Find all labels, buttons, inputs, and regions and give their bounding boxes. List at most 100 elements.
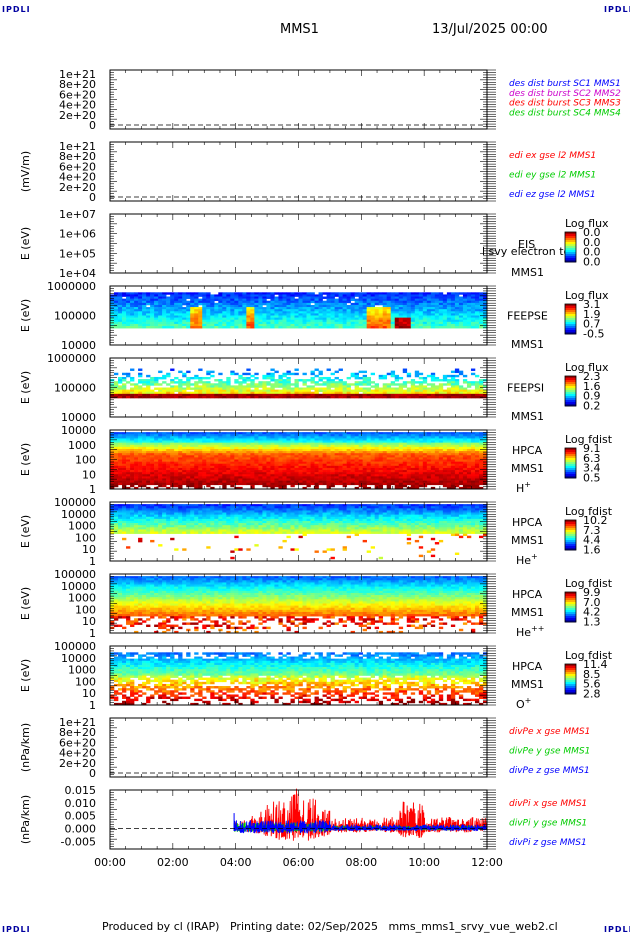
- hpca-h-heatmap-cell: [178, 438, 183, 441]
- hpca-h-heatmap-cell: [362, 438, 367, 441]
- feeps-i-heatmap-cell: [410, 385, 416, 388]
- hpca-h-heatmap-cell: [378, 486, 384, 490]
- hpca-h-heatmap-cell: [126, 474, 131, 477]
- feeps-i-heatmap-cell: [118, 381, 123, 384]
- hpca-h-heatmap-cell: [206, 480, 211, 483]
- feeps-e-heatmap-cell: [470, 315, 476, 318]
- feeps-i-heatmap-cell: [386, 385, 392, 388]
- hpca-h-heatmap-cell: [370, 482, 375, 486]
- feeps-e-heatmap-cell: [414, 292, 420, 295]
- hpca-h-heatmap-cell: [178, 453, 183, 456]
- feeps-i-heatmap-cell: [230, 370, 235, 374]
- hpca-h-heatmap-cell: [110, 459, 115, 462]
- feeps-e-heatmap-cell: [406, 311, 412, 314]
- feeps-e-colorbar-tick: 1.9: [583, 308, 601, 321]
- feeps-i-ytick-label: 1000000: [47, 352, 96, 365]
- hpca-h-heatmap-cell: [142, 470, 147, 473]
- feeps-e-heatmap-cell: [246, 300, 251, 304]
- hpca-h-heatmap-cell: [350, 444, 355, 448]
- hpca-h-heatmap-cell: [354, 480, 359, 483]
- hpca-h-heatmap-cell: [366, 478, 371, 481]
- feeps-e-heatmap-cell: [474, 315, 480, 318]
- hpca-h-heatmap-cell: [146, 446, 151, 450]
- hpca-h-heatmap-cell: [146, 463, 151, 467]
- hpca-h-heatmap-cell: [218, 482, 223, 486]
- hpca-h-heatmap-cell: [262, 461, 267, 465]
- hpca-h-heatmap-cell: [186, 440, 191, 443]
- eis-colorbar-title: Log flux: [565, 217, 609, 230]
- feeps-i-heatmap-cell: [186, 391, 191, 395]
- feeps-e-heatmap-cell: [166, 298, 171, 302]
- feeps-e-heatmap-cell: [390, 317, 396, 321]
- hpca-h-heatmap-cell: [194, 432, 199, 435]
- feeps-e-heatmap-cell: [438, 292, 444, 295]
- feeps-i-heatmap-cell: [242, 372, 247, 376]
- feeps-e-heatmap-cell: [294, 317, 299, 321]
- feeps-e-heatmap-cell: [422, 317, 428, 321]
- feeps-i-heatmap-cell: [210, 383, 215, 386]
- feeps-e-heatmap-cell: [358, 309, 363, 312]
- hpca-h-heatmap-cell: [318, 474, 323, 477]
- feeps-e-heatmap-cell: [162, 307, 167, 310]
- feeps-e-heatmap-cell: [266, 319, 271, 323]
- hpca-h-heatmap-cell: [234, 457, 239, 460]
- hpca-h-heatmap-cell: [114, 442, 119, 446]
- hpca-h-heatmap-cell: [114, 446, 119, 450]
- hpca-h-heatmap-cell: [358, 436, 363, 439]
- feeps-e-heatmap-cell: [326, 298, 331, 302]
- feeps-i-heatmap-cell: [334, 387, 339, 390]
- hpca-h-heatmap-cell: [302, 438, 307, 441]
- feeps-i-heatmap-cell: [218, 393, 223, 397]
- feeps-i-heatmap-cell: [282, 391, 287, 395]
- hpca-h-heatmap-cell: [282, 463, 287, 467]
- feeps-i-heatmap-cell: [374, 389, 380, 393]
- feeps-e-heatmap-cell: [310, 315, 315, 318]
- hpca-h-heatmap-cell: [286, 482, 291, 486]
- feeps-e-heatmap-cell: [318, 294, 323, 297]
- feeps-e-heatmap-cell: [126, 317, 131, 321]
- hpca-h-heatmap-cell: [378, 459, 384, 462]
- hpca-h-heatmap-cell: [158, 465, 163, 469]
- feeps-e-heatmap-cell: [270, 302, 275, 306]
- feeps-e-heatmap-cell: [110, 300, 115, 304]
- hpca-h-heatmap-cell: [290, 465, 295, 469]
- hpca-h-heatmap-cell: [222, 457, 227, 460]
- feeps-e-heatmap-cell: [278, 311, 283, 314]
- feeps-e-heatmap-cell: [234, 321, 239, 325]
- feeps-e-heatmap-cell: [350, 294, 355, 297]
- hpca-h-heatmap-cell: [210, 440, 215, 443]
- feeps-e-heatmap-cell: [190, 300, 195, 304]
- feeps-e-heatmap-cell: [226, 311, 231, 314]
- feeps-e-heatmap-cell: [110, 311, 115, 314]
- feeps-e-heatmap-cell: [190, 296, 195, 299]
- feeps-e-heatmap-cell: [382, 292, 388, 295]
- hpca-h-heatmap-cell: [210, 476, 215, 479]
- eis-colorbar-cell: [565, 246, 576, 249]
- feeps-e-heatmap-cell: [122, 309, 127, 312]
- feeps-i-heatmap-cell: [178, 383, 183, 386]
- hpca-h-heatmap-cell: [254, 444, 259, 448]
- hpca-h-heatmap-cell: [338, 465, 343, 469]
- feeps-i-heatmap-cell: [118, 376, 123, 380]
- feeps-e-heatmap-cell: [386, 313, 392, 316]
- hpca-h-heatmap-cell: [306, 474, 311, 477]
- feeps-e-heatmap-cell: [346, 313, 351, 316]
- feeps-e-heatmap-cell: [394, 311, 400, 314]
- feeps-e-heatmap-cell: [410, 319, 416, 323]
- feeps-e-heatmap-cell: [270, 321, 275, 325]
- feeps-e-heatmap-cell: [218, 319, 223, 323]
- feeps-e-heatmap-cell: [230, 317, 235, 321]
- feeps-e-heatmap-cell: [282, 296, 287, 299]
- hpca-h-heatmap-cell: [150, 476, 155, 479]
- hpca-h-heatmap-cell: [110, 444, 115, 448]
- feeps-e-heatmap-cell: [158, 302, 163, 306]
- feeps-i-heatmap-cell: [182, 387, 187, 390]
- feeps-e-heatmap-cell: [234, 292, 239, 295]
- hpca-h-heatmap-cell: [298, 440, 303, 443]
- hpca-h-heatmap-cell: [274, 448, 279, 452]
- hpca-h-heatmap-cell: [270, 486, 275, 490]
- feeps-e-heatmap-cell: [278, 298, 283, 302]
- feeps-e-heatmap-cell: [362, 319, 367, 323]
- hpca-h-heatmap-cell: [298, 482, 303, 486]
- hpca-h-heatmap-cell: [214, 480, 219, 483]
